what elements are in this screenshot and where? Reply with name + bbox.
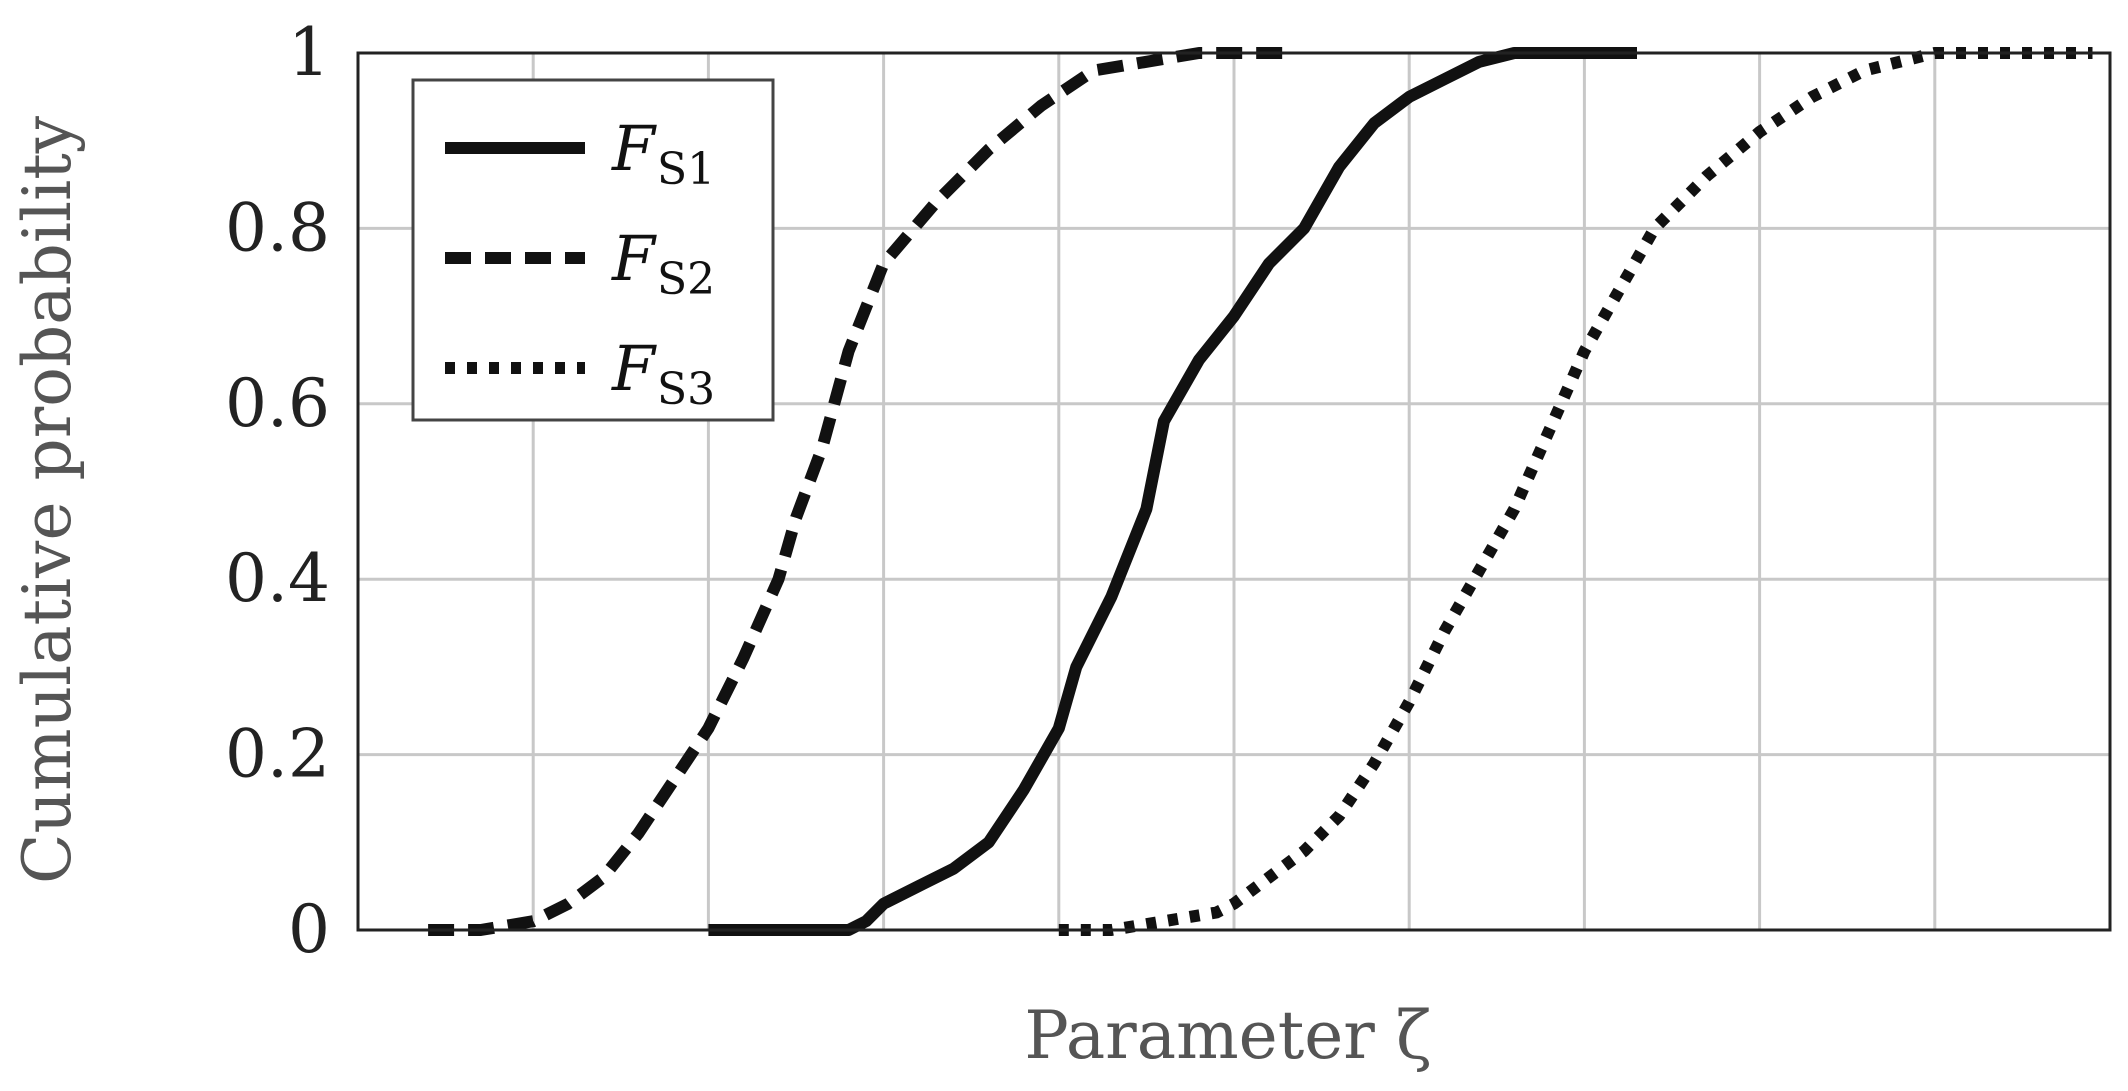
y-tick-label-3: 0.6: [225, 365, 330, 442]
y-tick-label-0: 0: [288, 891, 330, 968]
y-tick-label-5: 1: [288, 14, 330, 91]
legend-label-s3: FS3: [611, 332, 715, 415]
plot-frame: [356, 51, 2112, 932]
legend-label-s1: FS1: [611, 112, 715, 195]
y-axis-title: Cumulative probability: [9, 115, 86, 884]
legend-label-s2: FS2: [611, 222, 715, 305]
y-tick-label-4: 0.8: [225, 189, 330, 266]
series-line-s1: [708, 47, 1637, 936]
y-tick-label-2: 0.4: [225, 540, 330, 617]
x-axis-title: Parameter ζ: [1024, 997, 1431, 1074]
y-tick-label-1: 0.2: [225, 716, 330, 793]
series-layer: [428, 47, 2093, 936]
legend: FS1 FS2 FS3: [411, 78, 775, 422]
y-tick-labels: 0 0.2 0.4 0.6 0.8 1: [225, 14, 330, 968]
series-line-s2: [428, 47, 1287, 936]
